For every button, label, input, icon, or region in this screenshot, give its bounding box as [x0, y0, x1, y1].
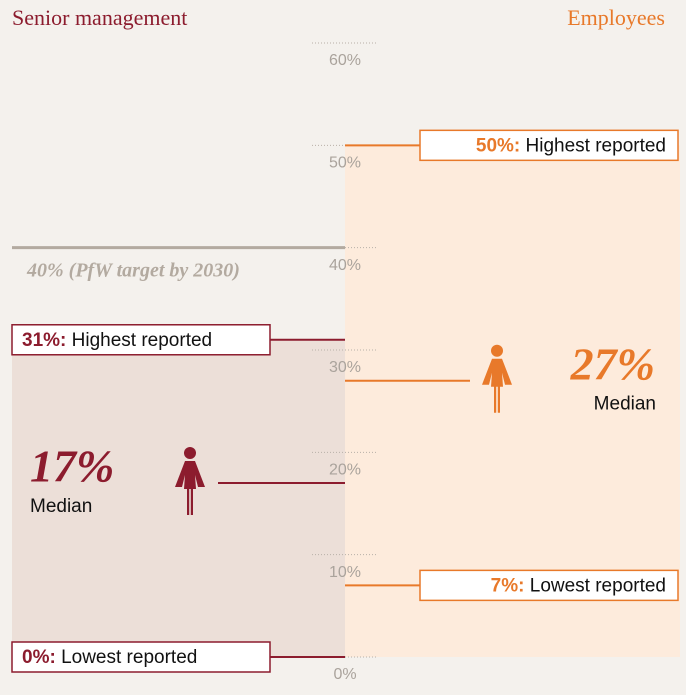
- series-name: Employees: [567, 5, 665, 30]
- label-box: [419, 129, 679, 162]
- median-value: 27%: [570, 338, 655, 389]
- y-tick-label: 20%: [329, 462, 361, 479]
- median-label: Median: [594, 394, 656, 415]
- y-tick-label: 40%: [329, 257, 361, 274]
- range-name: Highest reported: [526, 135, 666, 156]
- y-tick-label: 0%: [333, 666, 356, 683]
- woman-icon: [175, 447, 205, 516]
- y-tick-label: 60%: [329, 52, 361, 69]
- median-label: Median: [30, 496, 92, 517]
- range-label: 50%: Highest reported: [476, 135, 666, 156]
- range-shade: [12, 339, 345, 657]
- range-label: 7%: Lowest reported: [491, 575, 666, 596]
- label-box: [419, 569, 679, 602]
- series-name: Senior management: [12, 5, 187, 30]
- range-label: 31%: Highest reported: [22, 330, 212, 351]
- y-tick-label: 30%: [329, 359, 361, 376]
- label-box: [11, 324, 271, 356]
- icon-head: [491, 344, 503, 357]
- icon-head: [184, 447, 196, 460]
- value-label: 7%:: [491, 575, 525, 596]
- icon-body: [482, 358, 512, 413]
- target-label: 40% (PfW target by 2030): [26, 259, 240, 281]
- y-tick-label: 50%: [329, 155, 361, 172]
- range-name: Lowest reported: [61, 647, 197, 668]
- label-box: [11, 641, 271, 673]
- woman-icon: [482, 344, 512, 413]
- icon-body: [175, 461, 205, 516]
- value-label: 31%:: [22, 330, 66, 351]
- value-label: 50%:: [476, 135, 520, 156]
- median-value: 17%: [30, 441, 114, 492]
- y-tick-label: 10%: [329, 564, 361, 581]
- range-name: Highest reported: [72, 330, 212, 351]
- range-label: 0%: Lowest reported: [22, 647, 197, 668]
- value-label: 0%:: [22, 647, 56, 668]
- range-name: Lowest reported: [530, 575, 666, 596]
